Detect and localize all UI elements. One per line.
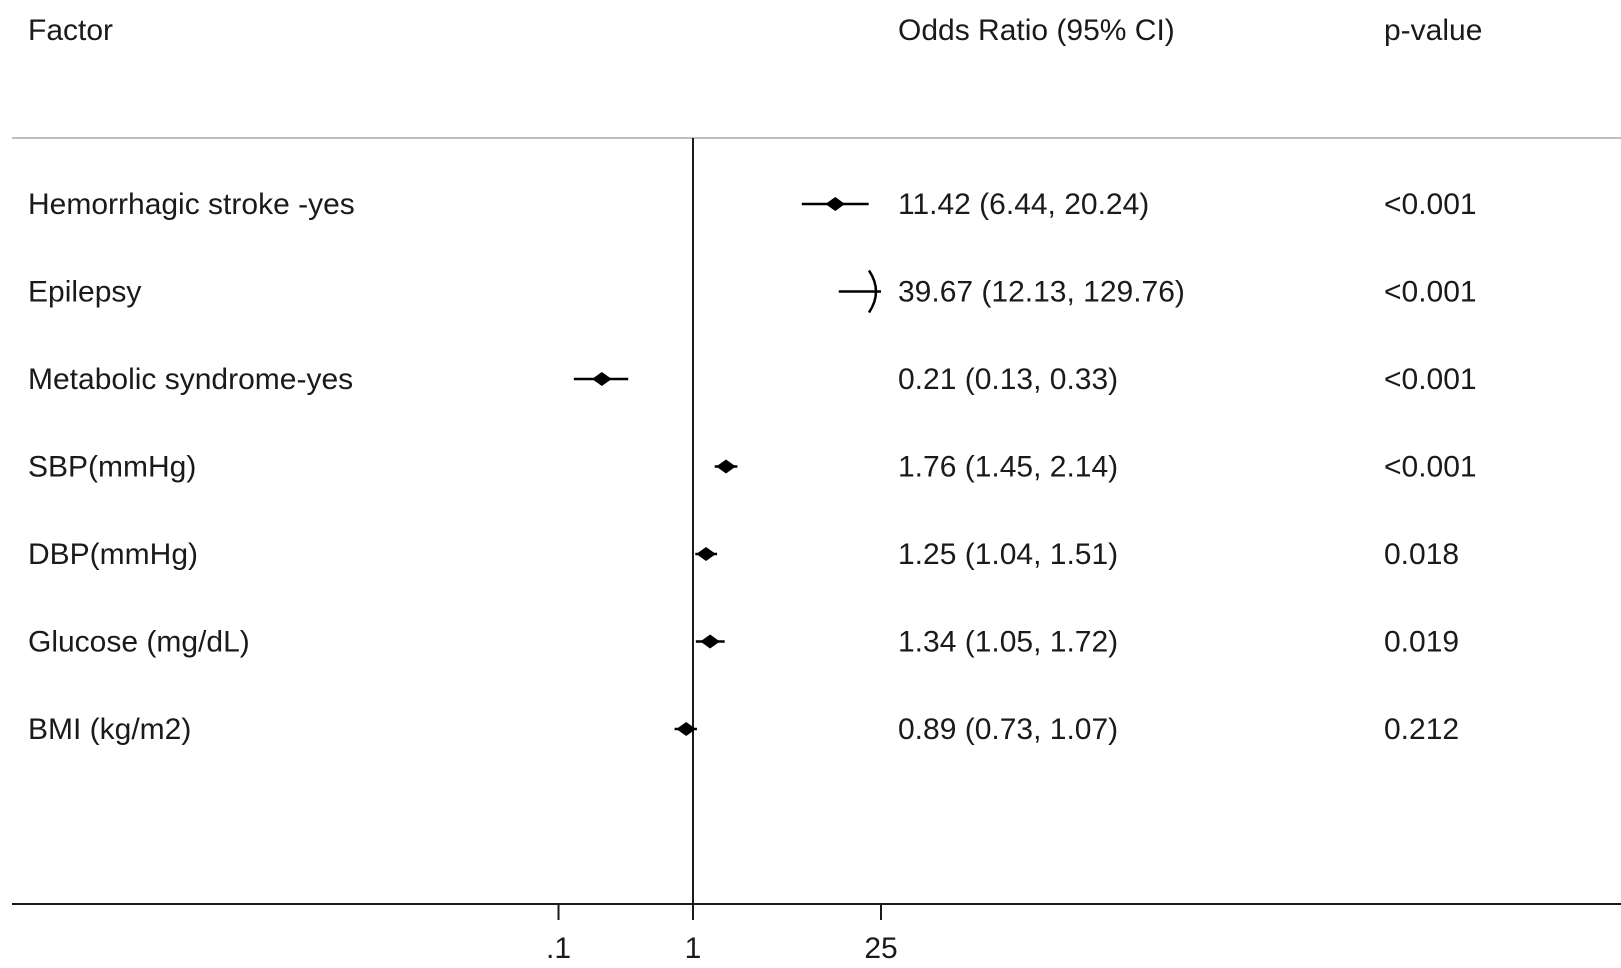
x-tick-label: 1 xyxy=(685,932,702,965)
p-value-text: <0.001 xyxy=(1384,276,1477,309)
factor-label: Epilepsy xyxy=(28,276,141,309)
point-estimate-marker xyxy=(716,459,736,474)
table-row: Epilepsy 39.67 (12.13, 129.76) <0.001 xyxy=(28,269,1477,314)
header-odds-ratio: Odds Ratio (95% CI) xyxy=(898,14,1175,47)
p-value-text: <0.001 xyxy=(1384,451,1477,484)
point-estimate-marker xyxy=(676,722,696,736)
odds-ratio-text: 39.67 (12.13, 129.76) xyxy=(898,276,1185,309)
rows-layer: Hemorrhagic stroke -yes 11.42 (6.44, 20.2… xyxy=(28,188,1477,746)
odds-ratio-text: 1.76 (1.45, 2.14) xyxy=(898,451,1118,484)
odds-ratio-text: 1.34 (1.05, 1.72) xyxy=(898,626,1118,659)
table-row: SBP(mmHg) 1.76 (1.45, 2.14) <0.001 xyxy=(28,451,1477,484)
odds-ratio-text: 0.89 (0.73, 1.07) xyxy=(898,713,1118,746)
point-estimate-marker xyxy=(700,634,720,649)
factor-label: Glucose (mg/dL) xyxy=(28,626,250,659)
table-row: Metabolic syndrome-yes 0.21 (0.13, 0.33) <… xyxy=(28,363,1477,396)
odds-ratio-text: 1.25 (1.04, 1.51) xyxy=(898,538,1118,571)
header-factor: Factor xyxy=(28,14,113,47)
point-estimate-marker xyxy=(825,197,846,211)
odds-ratio-text: 0.21 (0.13, 0.33) xyxy=(898,363,1118,396)
point-estimate-marker xyxy=(592,372,612,386)
factor-label: Hemorrhagic stroke -yes xyxy=(28,188,355,221)
table-row: Hemorrhagic stroke -yes 11.42 (6.44, 20.2… xyxy=(28,188,1477,221)
odds-ratio-text: 11.42 (6.44, 20.24) xyxy=(898,188,1149,221)
point-estimate-marker xyxy=(696,547,716,561)
factor-label: BMI (kg/m2) xyxy=(28,713,191,746)
factor-label: SBP(mmHg) xyxy=(28,451,196,484)
table-row: DBP(mmHg) 1.25 (1.04, 1.51) 0.018 xyxy=(28,538,1459,571)
x-axis-ticks: .1 1 25 xyxy=(546,904,898,965)
p-value-text: 0.212 xyxy=(1384,713,1459,746)
x-tick-label: .1 xyxy=(546,932,571,965)
factor-label: DBP(mmHg) xyxy=(28,538,198,571)
header-p-value: p-value xyxy=(1384,14,1482,47)
factor-label: Metabolic syndrome-yes xyxy=(28,363,353,396)
table-row: Glucose (mg/dL) 1.34 (1.05, 1.72) 0.019 xyxy=(28,626,1459,659)
p-value-text: 0.019 xyxy=(1384,626,1459,659)
table-row: BMI (kg/m2) 0.89 (0.73, 1.07) 0.212 xyxy=(28,713,1459,746)
p-value-text: <0.001 xyxy=(1384,188,1477,221)
p-value-text: 0.018 xyxy=(1384,538,1459,571)
ci-overflow-arrow xyxy=(867,269,878,314)
x-tick-label: 25 xyxy=(864,932,897,965)
p-value-text: <0.001 xyxy=(1384,363,1477,396)
